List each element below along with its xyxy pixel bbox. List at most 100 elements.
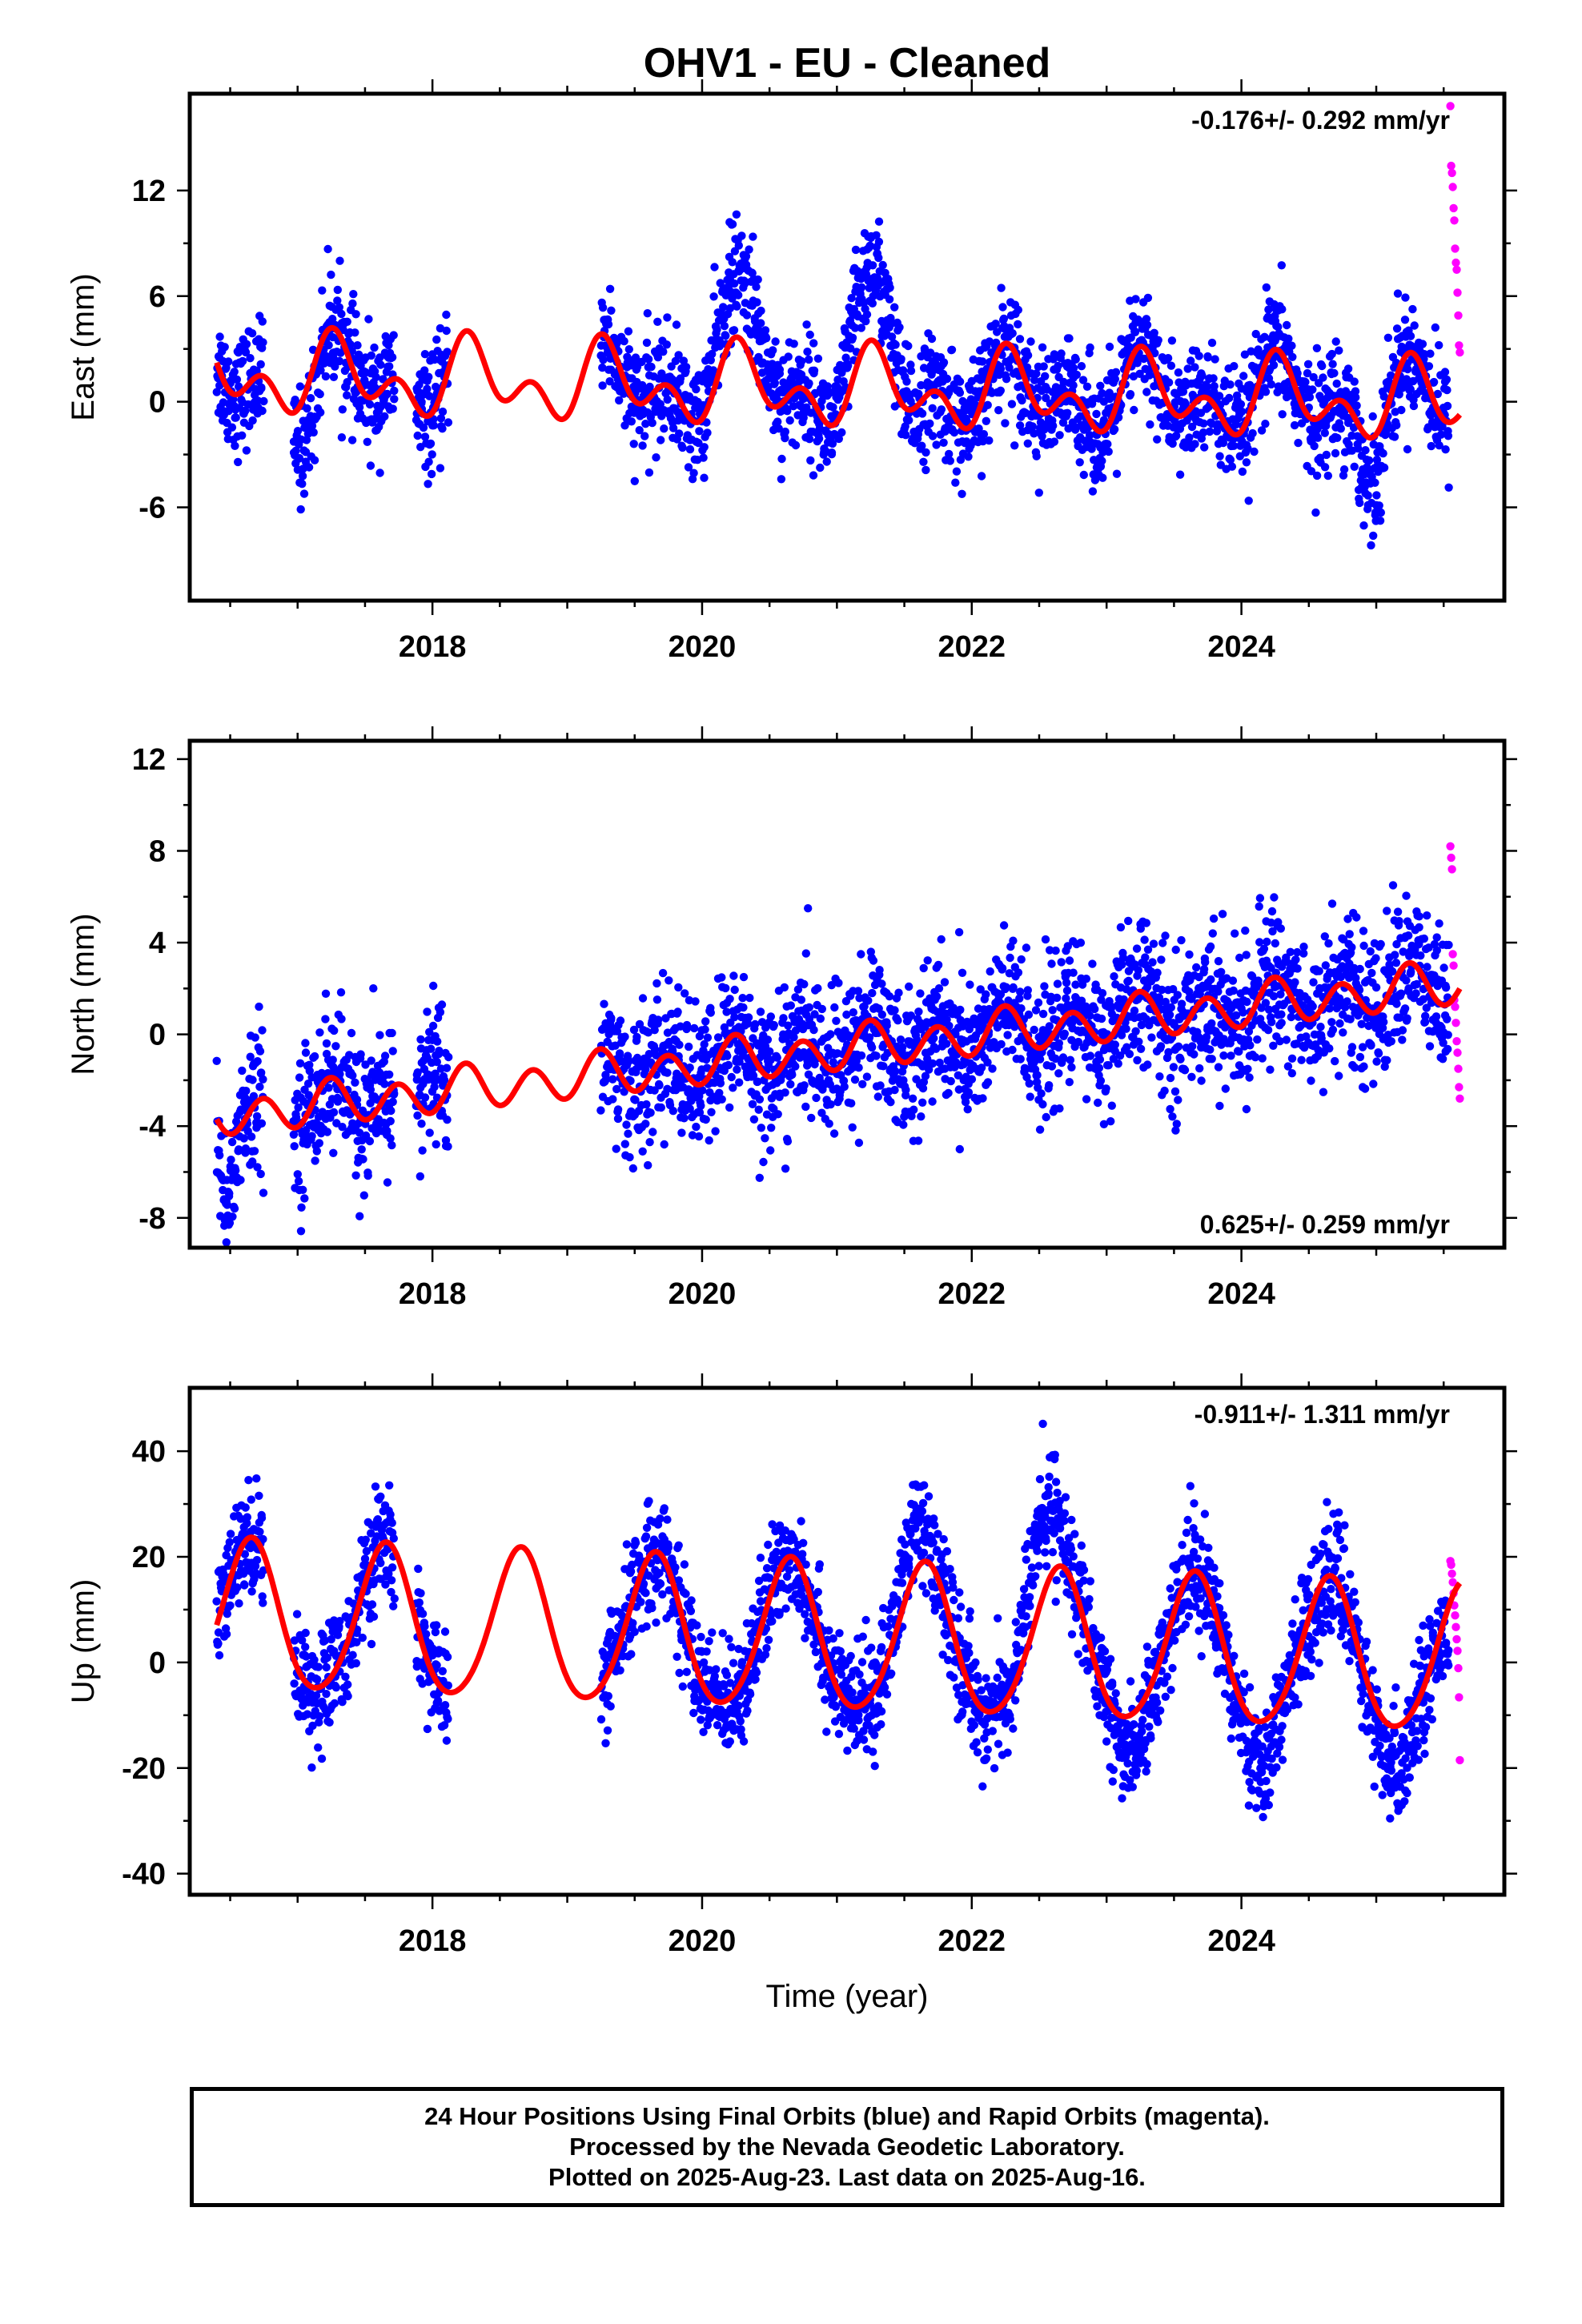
final-orbit-point (1345, 930, 1354, 939)
final-orbit-point (357, 1145, 366, 1154)
final-orbit-point (1188, 1042, 1197, 1051)
final-orbit-point (1395, 1013, 1404, 1023)
final-orbit-point (1110, 972, 1118, 981)
final-orbit-point (961, 1097, 970, 1107)
final-orbit-point (242, 1087, 251, 1096)
final-orbit-point (1388, 967, 1397, 976)
final-orbit-point (1009, 936, 1018, 945)
final-orbit-point (708, 349, 717, 359)
final-orbit-point (857, 1051, 866, 1060)
final-orbit-point (1199, 428, 1208, 437)
final-orbit-point (1018, 396, 1026, 405)
final-orbit-point (258, 406, 267, 416)
final-orbit-point (290, 1142, 299, 1151)
final-orbit-point (347, 1028, 356, 1038)
final-orbit-point (1166, 1104, 1174, 1114)
final-orbit-point (425, 1128, 434, 1137)
final-orbit-point (1205, 427, 1215, 436)
final-orbit-point (793, 985, 803, 994)
final-orbit-point (655, 1081, 664, 1090)
final-orbit-point (1148, 958, 1157, 967)
final-orbit-point (743, 1019, 753, 1028)
final-orbit-point (853, 987, 863, 995)
final-orbit-point (890, 1006, 899, 1015)
final-orbit-point (962, 417, 972, 426)
final-orbit-point (1142, 1015, 1150, 1023)
final-orbit-point (700, 443, 709, 452)
final-orbit-point (1082, 975, 1091, 983)
final-orbit-point (685, 1104, 694, 1113)
final-orbit-point (1016, 987, 1025, 996)
final-orbit-point (1398, 1026, 1407, 1035)
final-orbit-point (680, 416, 689, 425)
final-orbit-point (935, 1058, 944, 1068)
final-orbit-point (299, 1185, 307, 1195)
final-orbit-point (771, 337, 780, 346)
final-orbit-point (1245, 1073, 1254, 1082)
final-orbit-point (1031, 1006, 1041, 1015)
final-orbit-point (1242, 951, 1251, 959)
final-orbit-point (1347, 1043, 1357, 1051)
final-orbit-point (784, 1021, 793, 1030)
final-orbit-point (1361, 446, 1370, 455)
final-orbit-point (348, 1071, 357, 1080)
final-orbit-point (329, 372, 339, 381)
final-orbit-point (852, 1056, 861, 1066)
final-orbit-point (297, 1203, 306, 1212)
final-orbit-point (620, 1140, 629, 1148)
final-orbit-point (685, 1063, 694, 1072)
final-orbit-point (1335, 1072, 1343, 1080)
final-orbit-point (1301, 377, 1310, 387)
final-orbit-point (1191, 440, 1199, 448)
final-orbit-point (1307, 1076, 1315, 1085)
final-orbit-point (225, 1189, 234, 1198)
final-orbit-point (1403, 364, 1412, 374)
final-orbit-point (363, 1171, 372, 1180)
final-orbit-point (928, 1097, 937, 1106)
final-orbit-point (1408, 304, 1417, 314)
final-orbit-point (814, 434, 824, 443)
final-orbit-point (1367, 541, 1375, 550)
final-orbit-point (872, 1051, 881, 1060)
final-orbit-point (734, 291, 743, 300)
final-orbit-point (386, 1134, 395, 1143)
final-orbit-point (1038, 1009, 1048, 1019)
final-orbit-point (986, 967, 994, 976)
final-orbit-point (1032, 369, 1041, 378)
final-orbit-point (964, 452, 973, 461)
final-orbit-point (259, 338, 267, 347)
final-orbit-point (1241, 926, 1250, 935)
final-orbit-point (1058, 1053, 1068, 1062)
final-orbit-point (318, 286, 327, 295)
final-orbit-point (1033, 1071, 1042, 1080)
final-orbit-point (1211, 355, 1219, 364)
final-orbit-point (337, 1015, 346, 1023)
final-orbit-point (615, 396, 624, 405)
final-orbit-point (652, 995, 662, 1004)
final-orbit-point (674, 983, 683, 992)
final-orbit-point (1308, 385, 1317, 394)
final-orbit-point (620, 1088, 628, 1096)
final-orbit-point (1242, 458, 1251, 467)
final-orbit-point (304, 463, 314, 472)
final-orbit-point (1008, 329, 1017, 338)
final-orbit-point (725, 1103, 734, 1112)
final-orbit-point (644, 1050, 653, 1059)
final-orbit-point (1352, 401, 1361, 410)
final-orbit-point (413, 1111, 422, 1120)
final-orbit-point (1086, 1051, 1095, 1060)
final-orbit-point (788, 1070, 797, 1080)
final-orbit-point (756, 1007, 765, 1016)
final-orbit-point (977, 1063, 986, 1072)
final-orbit-point (596, 1106, 605, 1115)
final-orbit-point (307, 1132, 316, 1140)
final-orbit-point (805, 379, 813, 388)
final-orbit-point (1130, 328, 1140, 336)
final-orbit-point (1374, 1049, 1383, 1058)
final-orbit-point (442, 310, 451, 320)
final-orbit-point (1160, 1086, 1169, 1096)
final-orbit-point (222, 1238, 231, 1247)
final-orbit-point (766, 1146, 775, 1155)
final-orbit-point (608, 1075, 617, 1084)
